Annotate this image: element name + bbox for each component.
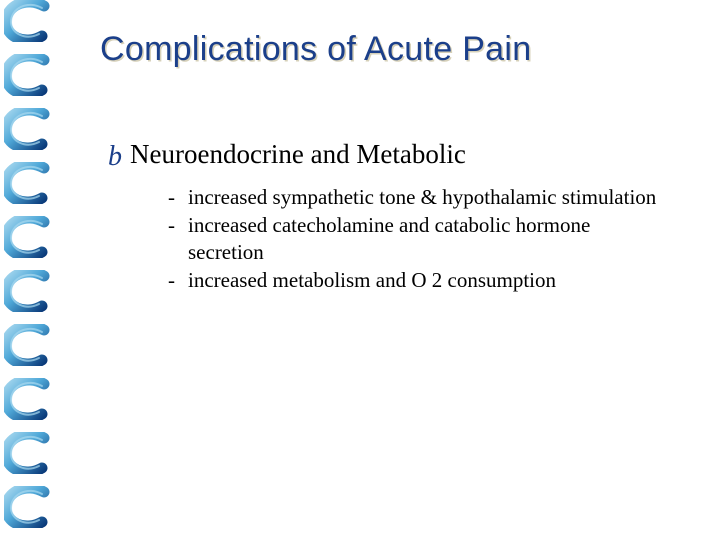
spiral-ring xyxy=(4,108,50,150)
list-item: -increased sympathetic tone & hypothalam… xyxy=(168,184,690,211)
dash-icon: - xyxy=(168,212,178,239)
spiral-ring xyxy=(4,54,50,96)
slide-title: Complications of Acute Pain xyxy=(100,30,690,69)
spiral-ring xyxy=(4,324,50,366)
slide-content: Complications of Acute Pain b Neuroendoc… xyxy=(100,30,690,295)
spiral-binding xyxy=(0,0,54,540)
item-list: -increased sympathetic tone & hypothalam… xyxy=(168,184,690,294)
bullet-icon: b xyxy=(108,143,122,171)
item-text: increased sympathetic tone & hypothalami… xyxy=(188,184,656,211)
section-heading: Neuroendocrine and Metabolic xyxy=(130,139,466,170)
spiral-ring xyxy=(4,270,50,312)
list-item: -increased catecholamine and catabolic h… xyxy=(168,212,690,266)
spiral-ring xyxy=(4,0,50,42)
dash-icon: - xyxy=(168,184,178,211)
spiral-ring xyxy=(4,216,50,258)
dash-icon: - xyxy=(168,267,178,294)
item-text: increased metabolism and O 2 consumption xyxy=(188,267,556,294)
section: b Neuroendocrine and Metabolic -increase… xyxy=(108,139,690,294)
spiral-ring xyxy=(4,378,50,420)
spiral-ring xyxy=(4,162,50,204)
item-text: increased catecholamine and catabolic ho… xyxy=(188,212,658,266)
list-item: -increased metabolism and O 2 consumptio… xyxy=(168,267,690,294)
spiral-ring xyxy=(4,432,50,474)
section-heading-row: b Neuroendocrine and Metabolic xyxy=(108,139,690,170)
spiral-ring xyxy=(4,486,50,528)
